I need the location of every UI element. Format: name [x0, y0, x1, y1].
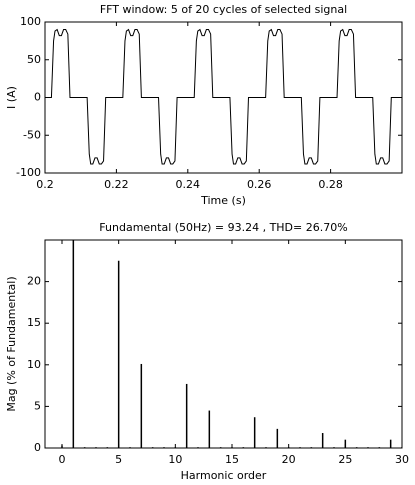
y-tick-label: -100 [16, 166, 41, 179]
x-tick-label: 25 [338, 453, 352, 466]
x-tick-label: 30 [395, 453, 409, 466]
signal-line [45, 28, 402, 165]
y-tick-label: 0 [34, 441, 41, 454]
y-axis-label: I (A) [5, 86, 18, 109]
x-tick-label: 0.22 [104, 178, 129, 191]
y-tick-label: 15 [27, 316, 41, 329]
chart-title: Fundamental (50Hz) = 93.24 , THD= 26.70% [99, 221, 347, 234]
x-tick-label: 0.26 [247, 178, 272, 191]
plot-layer [45, 28, 402, 165]
y-axis-label: Mag (% of Fundamental) [5, 276, 18, 411]
y-tick-label: 100 [20, 15, 41, 28]
x-tick-label: 0.2 [36, 178, 54, 191]
plot-area [44, 239, 403, 449]
y-tick-label: 5 [34, 399, 41, 412]
y-tick-label: 20 [27, 275, 41, 288]
x-tick-label: 0.24 [176, 178, 201, 191]
x-tick-label: 20 [282, 453, 296, 466]
x-axis-label: Time (s) [200, 194, 246, 207]
y-tick-label: -50 [23, 128, 41, 141]
chart-title: FFT window: 5 of 20 cycles of selected s… [100, 3, 347, 16]
x-axis-label: Harmonic order [181, 469, 267, 482]
x-tick-label: 5 [115, 453, 122, 466]
x-tick-label: 0 [59, 453, 66, 466]
x-tick-label: 0.28 [318, 178, 343, 191]
plot-layer [61, 240, 402, 448]
x-tick-label: 10 [168, 453, 182, 466]
y-tick-label: 50 [27, 53, 41, 66]
y-tick-label: 0 [34, 91, 41, 104]
y-tick-label: 10 [27, 358, 41, 371]
x-tick-label: 15 [225, 453, 239, 466]
